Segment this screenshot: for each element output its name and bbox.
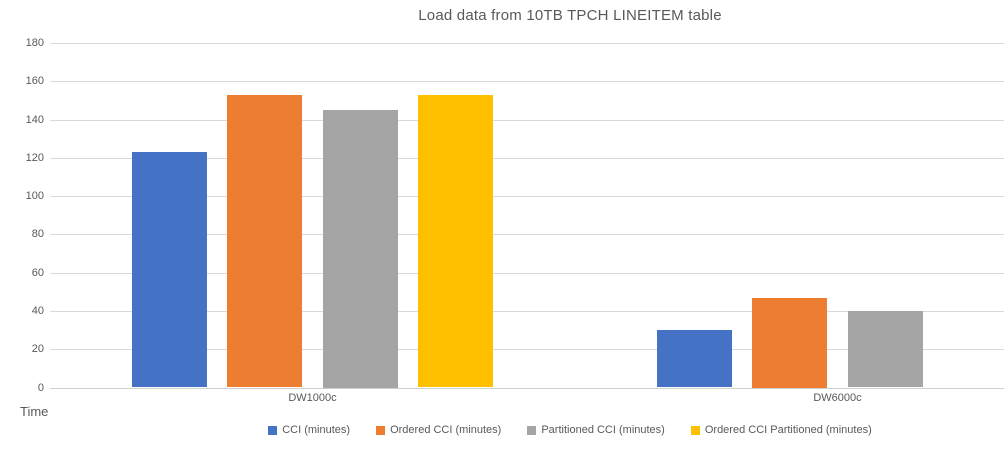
legend-label: Ordered CCI (minutes) xyxy=(390,424,502,436)
bar xyxy=(752,297,828,388)
gridline xyxy=(50,234,1004,236)
gridline xyxy=(50,81,1004,83)
legend: CCI (minutes) Ordered CCI (minutes) Partit… xyxy=(50,424,1004,436)
bar xyxy=(227,94,303,388)
bar xyxy=(131,152,207,388)
gridline xyxy=(50,43,1004,44)
legend-swatch-icon xyxy=(690,425,700,435)
legend-item: Ordered CCI Partitioned (minutes) xyxy=(690,424,872,436)
legend-swatch-icon xyxy=(268,425,278,435)
gridline xyxy=(50,119,1004,121)
x-category-label: DW6000c xyxy=(813,392,862,404)
legend-swatch-icon xyxy=(376,425,386,435)
legend-swatch-icon xyxy=(527,425,537,435)
gridline xyxy=(50,196,1004,198)
bar xyxy=(322,110,398,388)
y-axis-title: Time xyxy=(20,404,49,419)
chart-title: Load data from 10TB TPCH LINEITEM table xyxy=(418,7,722,24)
gridline xyxy=(50,349,1004,351)
bar xyxy=(418,94,494,388)
legend-item: CCI (minutes) xyxy=(268,424,350,436)
y-tick-label: 120 xyxy=(25,151,44,164)
y-tick-label: 40 xyxy=(31,304,44,317)
y-tick-label: 180 xyxy=(25,37,44,49)
bar xyxy=(847,310,923,388)
gridline xyxy=(50,272,1004,274)
legend-item: Partitioned CCI (minutes) xyxy=(527,424,665,436)
gridline xyxy=(50,387,1004,389)
legend-label: CCI (minutes) xyxy=(282,424,351,436)
y-tick-label: 140 xyxy=(25,113,44,126)
gridline xyxy=(50,310,1004,312)
bar xyxy=(656,330,732,388)
x-category-label: DW1000c xyxy=(288,392,337,404)
gridline xyxy=(50,157,1004,159)
legend-label: Ordered CCI Partitioned (minutes) xyxy=(704,424,872,436)
y-tick-label: 160 xyxy=(25,75,44,88)
y-tick-label: 60 xyxy=(31,266,44,279)
y-tick-label: 100 xyxy=(25,190,44,203)
legend-item: Ordered CCI (minutes) xyxy=(376,424,501,436)
y-tick-label: 20 xyxy=(31,343,44,356)
legend-label: Partitioned CCI (minutes) xyxy=(541,424,665,436)
y-tick-label: 0 xyxy=(37,381,44,394)
y-tick-label: 80 xyxy=(31,228,44,241)
